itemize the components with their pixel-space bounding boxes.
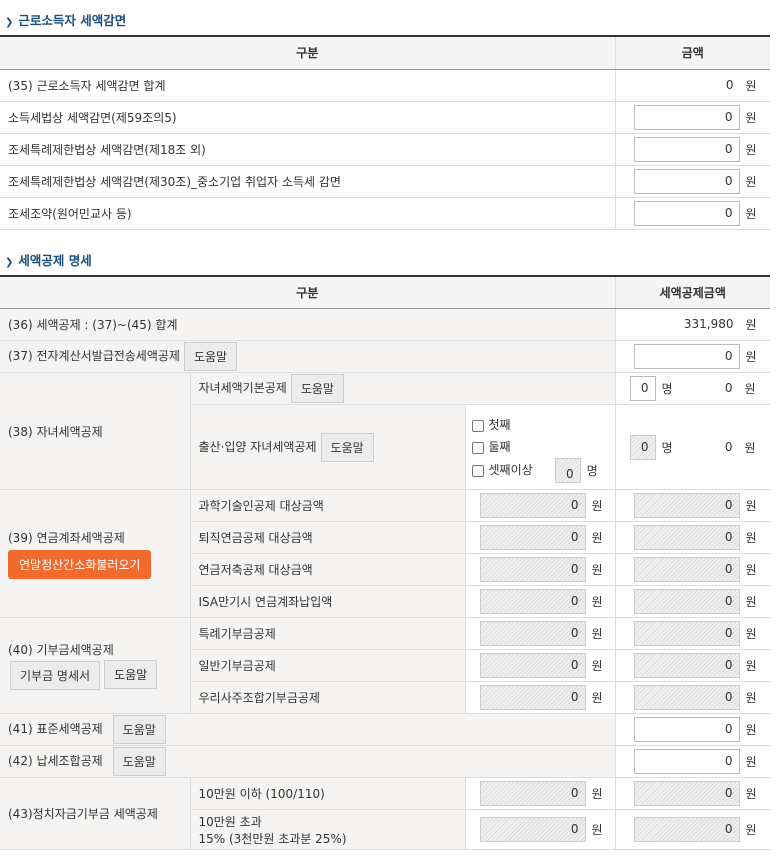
checkbox-first[interactable]: 첫째 xyxy=(471,414,615,436)
col-credit-amount: 세액공제금액 xyxy=(614,275,770,309)
tax-credit-table: 구분 세액공제금액 (36) 세액공제 : (37)~(45) 합계 331,980… xyxy=(0,274,770,850)
birth-count-input: 0 xyxy=(629,434,656,460)
section-title-tax-reduction: ❯ 근로소득자 세액감면 xyxy=(5,13,127,28)
amount-input[interactable]: 0 xyxy=(633,168,740,194)
table-row: 소득세법상 세액감면(제59조의5) 0 원 xyxy=(0,101,770,134)
checkbox-second[interactable]: 둘째 xyxy=(471,436,615,458)
table-row: 조세특례제한법상 세액감면(제18조 외) 0 원 xyxy=(0,133,770,166)
row-37: (37) 전자계산서발급전송세액공제 도움말 0 원 xyxy=(0,340,770,373)
chevron-right-icon: ❯ xyxy=(5,256,14,268)
table-row: 조세특례제한법상 세액감면(제30조)_중소기업 취업자 소득세 감면 0 원 xyxy=(0,165,770,198)
row-40: (40) 기부금세액공제 기부금 명세서 도움말 특례기부금공제 0 원 0 원 xyxy=(0,617,770,714)
row-39: (39) 연금계좌세액공제 연말정산간소화불러오기 과학기술인공제 대상금액 0 원 0… xyxy=(0,489,770,618)
help-button[interactable]: 도움말 xyxy=(104,659,158,689)
amount-input[interactable]: 0 xyxy=(633,344,740,369)
amount-input[interactable]: 0 xyxy=(633,200,740,226)
row-36: (36) 세액공제 : (37)~(45) 합계 331,980 원 xyxy=(0,308,770,341)
third-count-input: 0 xyxy=(554,458,581,483)
col-category: 구분 xyxy=(0,36,615,70)
load-simplified-data-button[interactable]: 연말정산간소화불러오기 xyxy=(8,549,152,579)
section-title-tax-credit: ❯ 세액공제 명세 xyxy=(5,252,92,268)
row-43: (43)정치자금기부금 세액공제 10만원 이하 (100/110) 0 원 0 원 xyxy=(0,777,770,850)
help-button[interactable]: 도움말 xyxy=(290,374,344,403)
help-button[interactable]: 도움말 xyxy=(112,715,166,744)
help-button[interactable]: 도움말 xyxy=(320,432,374,462)
help-button[interactable]: 도움말 xyxy=(112,747,166,776)
amount-input[interactable]: 0 xyxy=(633,136,740,162)
table-row: (35) 근로소득자 세액감면 합계 0 원 xyxy=(0,69,770,102)
help-button[interactable]: 도움말 xyxy=(183,342,238,371)
child-count-input[interactable]: 0 xyxy=(629,376,656,401)
amount-input[interactable]: 0 xyxy=(633,749,740,774)
table-row: 조세조약(원어민교사 등) 0 원 xyxy=(0,197,770,230)
chevron-right-icon: ❯ xyxy=(5,17,14,28)
checkbox-third-plus[interactable]: 셋째이상 0 명 xyxy=(471,458,615,483)
row-42: (42) 납세조합공제 도움말 0 원 xyxy=(0,745,770,778)
col-category: 구분 xyxy=(0,275,615,309)
row-41: (41) 표준세액공제 도움말 0 원 xyxy=(0,713,770,746)
amount-input[interactable]: 0 xyxy=(633,717,740,742)
donation-statement-button[interactable]: 기부금 명세서 xyxy=(10,661,101,690)
tax-reduction-table: 구분 금액 (35) 근로소득자 세액감면 합계 0 원 소득세법상 세액감면(제59… xyxy=(0,35,770,230)
col-amount: 금액 xyxy=(614,36,770,70)
amount-input[interactable]: 0 xyxy=(633,104,740,130)
